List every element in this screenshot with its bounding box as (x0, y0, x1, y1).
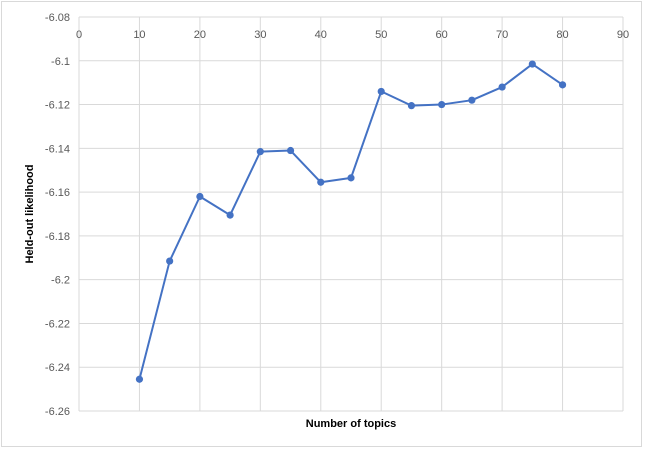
series-layer (135, 60, 567, 383)
y-tick-label: -6.18 (45, 231, 70, 243)
x-tick-label: 70 (496, 29, 508, 41)
x-axis-tick-labels: 0 10 20 30 40 50 60 70 80 90 (76, 29, 629, 41)
x-tick-label: 0 (76, 29, 82, 41)
x-tick-label: 40 (315, 29, 327, 41)
y-tick-label: -6.12 (45, 100, 70, 112)
y-axis-title: Held-out likelihood (24, 165, 36, 264)
data-point (256, 148, 264, 156)
y-tick-label: -6.22 (45, 318, 70, 330)
data-point (196, 192, 204, 201)
gridlines (78, 16, 624, 412)
x-tick-label: 20 (194, 29, 206, 41)
y-tick-label: -6.1 (51, 56, 70, 68)
data-point (528, 60, 536, 68)
data-point (468, 96, 476, 104)
data-point (438, 100, 446, 109)
x-tick-label: 10 (133, 29, 145, 41)
y-tick-label: -6.14 (45, 143, 70, 155)
data-point (166, 257, 174, 265)
x-tick-label: 60 (436, 29, 448, 41)
y-tick-label: -6.16 (45, 187, 70, 199)
data-point (317, 178, 325, 186)
data-point (226, 211, 234, 219)
x-axis-title: Number of topics (306, 418, 396, 430)
y-tick-label: -6.24 (45, 362, 70, 374)
y-axis-tick-labels: -6.08 -6.1 -6.12 -6.14 -6.16 -6.18 -6.2 -6.22 -6… (45, 12, 70, 418)
data-point (135, 375, 144, 383)
series-line (138, 63, 564, 380)
x-tick-label: 80 (556, 29, 568, 41)
y-tick-label: -6.26 (45, 406, 70, 418)
data-point (407, 102, 416, 110)
data-point (498, 83, 506, 91)
data-point (286, 146, 295, 155)
data-point (347, 174, 355, 182)
y-tick-label: -6.2 (51, 275, 70, 287)
data-point (558, 81, 567, 89)
x-tick-label: 50 (375, 29, 387, 41)
data-point (377, 87, 385, 96)
y-tick-label: -6.08 (45, 12, 70, 24)
x-tick-label: 30 (254, 29, 266, 41)
x-tick-label: 90 (617, 29, 629, 41)
